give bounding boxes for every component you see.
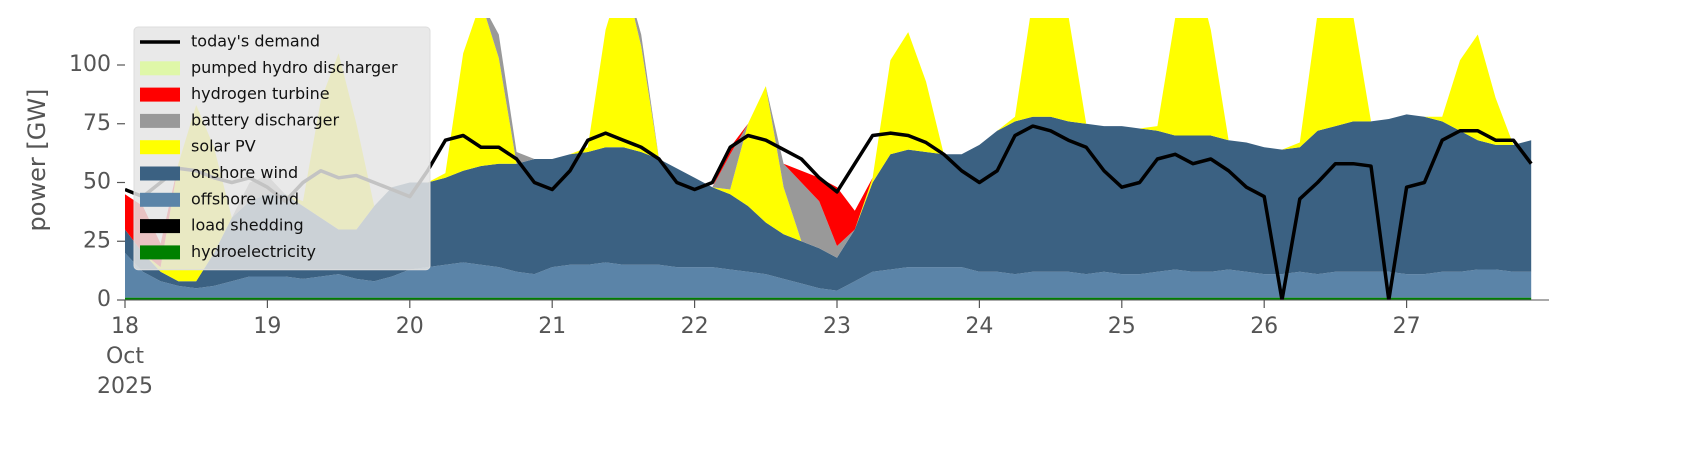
legend-label: onshore wind <box>191 163 298 182</box>
legend-box <box>133 26 431 271</box>
y-axis-label: power [GW] <box>23 89 51 232</box>
legend-label: load shedding <box>191 216 304 235</box>
area <box>125 297 1532 300</box>
x-tick-label: 22 <box>680 314 709 339</box>
legend-swatch <box>140 219 180 234</box>
legend-label: hydrogen turbine <box>191 84 330 103</box>
y-tick-label: 0 <box>97 287 111 312</box>
legend-swatch <box>140 166 180 181</box>
axes: 0 25 50 75 100 <box>69 52 1549 312</box>
legend: today's demand pumped hydro discharger hyd… <box>133 26 431 271</box>
y-tick-label: 25 <box>83 228 111 253</box>
x-tick-label: 23 <box>823 314 851 339</box>
area <box>125 18 1532 268</box>
x-tick-label: 18 Oct 2025 <box>97 314 153 399</box>
legend-swatch <box>140 192 180 207</box>
area <box>125 253 1532 298</box>
x-tick-label: 20 <box>395 314 424 339</box>
legend-swatch <box>140 87 180 102</box>
legend-swatch <box>140 113 180 128</box>
x-tick-label: 24 <box>965 314 994 339</box>
y-tick-label: 100 <box>69 52 111 77</box>
legend-label: today's demand <box>191 32 320 51</box>
legend-swatch <box>140 61 180 76</box>
legend-swatch <box>140 140 180 155</box>
legend-label: hydroelectricity <box>191 242 316 261</box>
x-tick-label: 19 <box>253 314 282 339</box>
x-tick-label: 26 <box>1250 314 1279 339</box>
plot-area <box>125 18 1533 300</box>
x-tick-label: 27 <box>1392 314 1421 339</box>
legend-swatch <box>140 245 180 260</box>
legend-label: pumped hydro discharger <box>191 58 398 77</box>
x-tick-label: 21 <box>538 314 567 339</box>
area <box>125 18 1532 282</box>
x-tick-label: 25 <box>1107 314 1136 339</box>
legend-label: battery discharger <box>191 110 339 129</box>
y-tick-label: 50 <box>83 170 111 195</box>
legend-label: offshore wind <box>191 189 299 208</box>
legend-label: solar PV <box>191 137 256 156</box>
y-tick-label: 75 <box>83 111 111 136</box>
